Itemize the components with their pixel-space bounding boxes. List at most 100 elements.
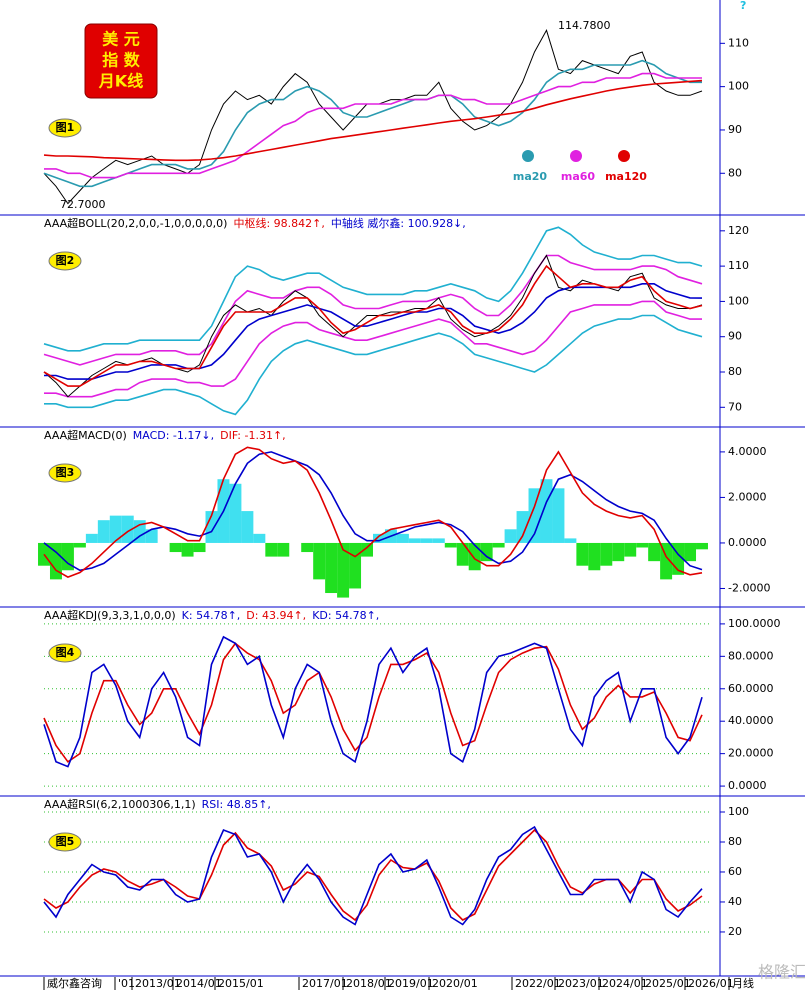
series-line bbox=[43, 254, 703, 366]
histogram-bar bbox=[540, 479, 553, 543]
histogram-bar bbox=[253, 533, 266, 543]
y-tick-label: 2.0000 bbox=[728, 490, 767, 503]
series-line bbox=[43, 828, 703, 922]
histogram-bar bbox=[325, 542, 338, 594]
y-tick-label: 20.0000 bbox=[728, 747, 774, 760]
histogram-bar bbox=[133, 520, 146, 543]
time-label: 2019/01 bbox=[388, 977, 434, 990]
time-label: 2013/01 bbox=[135, 977, 181, 990]
y-tick-label: 0.0000 bbox=[728, 779, 767, 792]
histogram-bar bbox=[49, 542, 62, 580]
legend-label: ma60 bbox=[561, 170, 596, 183]
series-line bbox=[43, 79, 703, 162]
histogram-bar bbox=[468, 542, 481, 571]
panel-header: AAA超RSI(6,2,1000306,1,1) bbox=[44, 797, 196, 811]
panel-label: 图3 bbox=[56, 466, 75, 479]
y-tick-label: 70 bbox=[728, 400, 742, 413]
y-tick-label: -2.0000 bbox=[728, 581, 770, 594]
histogram-bar bbox=[277, 542, 290, 557]
annotation: 72.7000 bbox=[60, 198, 106, 211]
histogram-bar bbox=[337, 542, 350, 598]
time-label: 2022/01 bbox=[515, 977, 561, 990]
panel-header: D: 43.94↑, bbox=[246, 609, 306, 622]
title: 月K线 bbox=[98, 72, 143, 91]
panel-label: 图2 bbox=[56, 254, 75, 267]
panel-badge bbox=[48, 463, 82, 483]
series-line bbox=[44, 72, 702, 179]
series-line bbox=[43, 642, 703, 763]
histogram-bar bbox=[600, 542, 613, 566]
series-line bbox=[44, 282, 703, 380]
histogram-bar bbox=[265, 542, 278, 557]
histogram-bar bbox=[109, 515, 122, 543]
histogram-bar bbox=[361, 542, 373, 557]
y-tick-label: 110 bbox=[728, 259, 749, 272]
panel-header: DIF: -1.31↑, bbox=[220, 429, 286, 442]
panel-header: K: 54.78↑, bbox=[182, 609, 241, 622]
legend-dot bbox=[570, 150, 582, 162]
panel-badge bbox=[48, 251, 82, 271]
time-label: 2017/01 bbox=[302, 977, 348, 990]
histogram-bar bbox=[169, 542, 182, 553]
panel-badge bbox=[48, 832, 82, 852]
panel-header: 中枢线: 98.842↑, bbox=[233, 216, 324, 230]
time-label: 2020/01 bbox=[432, 977, 478, 990]
histogram-bar bbox=[408, 538, 421, 543]
time-label: 2023/01 bbox=[558, 977, 604, 990]
y-tick-label: 120 bbox=[728, 224, 749, 237]
y-tick-label: 4.0000 bbox=[728, 445, 767, 458]
histogram-bar bbox=[516, 511, 529, 543]
histogram-bar bbox=[684, 542, 697, 562]
help-mark: ? bbox=[740, 0, 746, 12]
y-tick-label: 100 bbox=[728, 80, 749, 93]
time-label: '01 bbox=[118, 977, 135, 990]
histogram-bar bbox=[504, 529, 517, 543]
legend-dot bbox=[522, 150, 534, 162]
panel-header: KD: 54.78↑, bbox=[312, 609, 379, 622]
panel-label: 图4 bbox=[56, 646, 75, 659]
series-line bbox=[44, 300, 702, 398]
y-tick-label: 100 bbox=[728, 294, 749, 307]
y-tick-label: 80 bbox=[728, 365, 742, 378]
series-line bbox=[44, 314, 703, 416]
panel-header: AAA超BOLL(20,2,0,0,-1,0,0,0,0,0) bbox=[44, 216, 227, 230]
histogram-bar bbox=[229, 483, 242, 543]
title: 指 数 bbox=[102, 51, 141, 70]
histogram-bar bbox=[456, 542, 469, 566]
histogram-bar bbox=[588, 542, 601, 571]
panel-header: 中轴线 威尔鑫: 100.928↓, bbox=[331, 216, 466, 230]
legend-dot bbox=[618, 150, 630, 162]
time-label: 威尔鑫咨询 bbox=[47, 976, 102, 990]
histogram-bar bbox=[205, 511, 218, 543]
histogram-bar bbox=[624, 542, 637, 557]
y-tick-label: 80 bbox=[728, 835, 742, 848]
histogram-bar bbox=[612, 542, 625, 562]
panel-header: AAA超KDJ(9,3,3,1,0,0,0) bbox=[44, 608, 176, 622]
histogram-bar bbox=[528, 488, 541, 543]
histogram-bar bbox=[480, 542, 493, 562]
title-box bbox=[84, 23, 158, 99]
series-line bbox=[43, 264, 703, 387]
histogram-bar bbox=[672, 542, 685, 575]
series-line bbox=[43, 635, 703, 768]
histogram-bar bbox=[373, 533, 385, 543]
histogram-bar bbox=[313, 542, 326, 580]
histogram-bar bbox=[648, 542, 661, 562]
time-label: 2015/01 bbox=[218, 977, 264, 990]
y-tick-label: 110 bbox=[728, 36, 749, 49]
histogram-bar bbox=[121, 515, 134, 543]
histogram-bar bbox=[193, 542, 206, 553]
histogram-bar bbox=[444, 542, 457, 548]
histogram-bar bbox=[492, 542, 505, 548]
histogram-bar bbox=[349, 542, 362, 589]
series-line bbox=[43, 446, 703, 578]
panel-header: RSI: 48.85↑, bbox=[202, 798, 271, 811]
watermark: 格隆汇 bbox=[758, 963, 805, 982]
histogram-bar bbox=[696, 542, 708, 550]
histogram-bar bbox=[396, 533, 409, 543]
histogram-bar bbox=[73, 542, 86, 548]
time-label: 2024/01 bbox=[602, 977, 648, 990]
y-tick-label: 40.0000 bbox=[728, 714, 774, 727]
